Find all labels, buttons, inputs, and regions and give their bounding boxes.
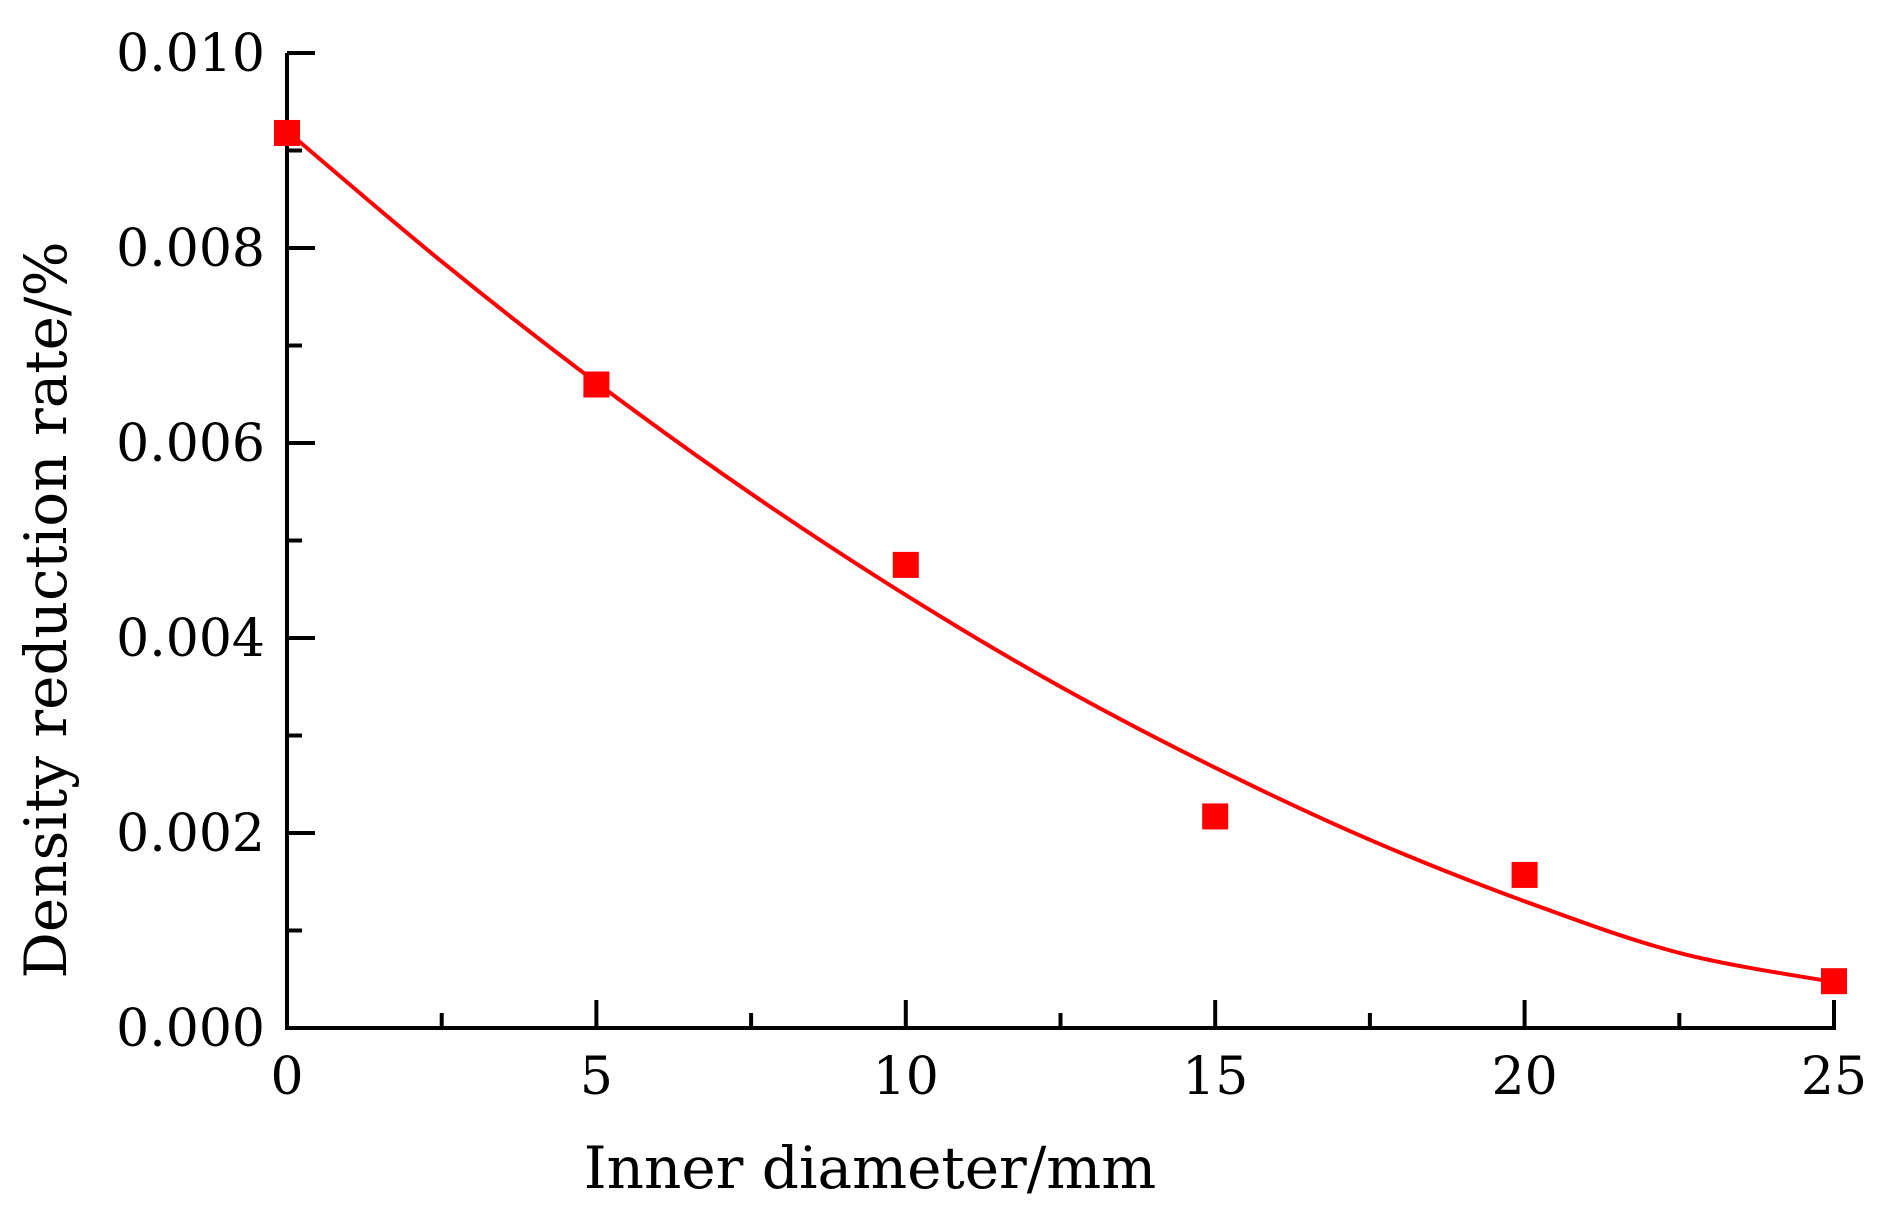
data-point <box>1511 861 1538 888</box>
x-tick-label: 15 <box>1182 1047 1248 1107</box>
fit-curve <box>285 129 1835 985</box>
data-point <box>892 551 919 578</box>
y-tick-label: 0.010 <box>116 24 265 84</box>
x-axis-title: Inner diameter/mm <box>584 1134 1157 1202</box>
fit-curve-layer <box>285 129 1835 985</box>
y-tick-label: 0.006 <box>116 414 265 474</box>
tick-labels: 0.000 0.002 0.004 0.006 0.008 0.010 0 5 10 15 20 25 <box>116 24 1867 1107</box>
x-tick-label: 0 <box>270 1047 303 1107</box>
y-tick-label: 0.008 <box>116 219 265 279</box>
data-points-layer <box>274 119 1847 995</box>
x-tick-label: 10 <box>873 1047 939 1107</box>
data-point <box>274 119 300 146</box>
y-axis-title: Density reduction rate/% <box>12 241 80 978</box>
data-point <box>1821 968 1847 995</box>
y-tick-label: 0.004 <box>116 609 265 669</box>
data-point <box>1202 803 1229 830</box>
axes <box>285 51 1836 1030</box>
data-point <box>583 371 610 398</box>
x-tick-label: 5 <box>580 1047 613 1107</box>
y-tick-label: 0.000 <box>116 999 265 1059</box>
y-tick-label: 0.002 <box>116 804 265 864</box>
x-tick-label: 20 <box>1492 1047 1558 1107</box>
x-tick-label: 25 <box>1801 1047 1867 1107</box>
